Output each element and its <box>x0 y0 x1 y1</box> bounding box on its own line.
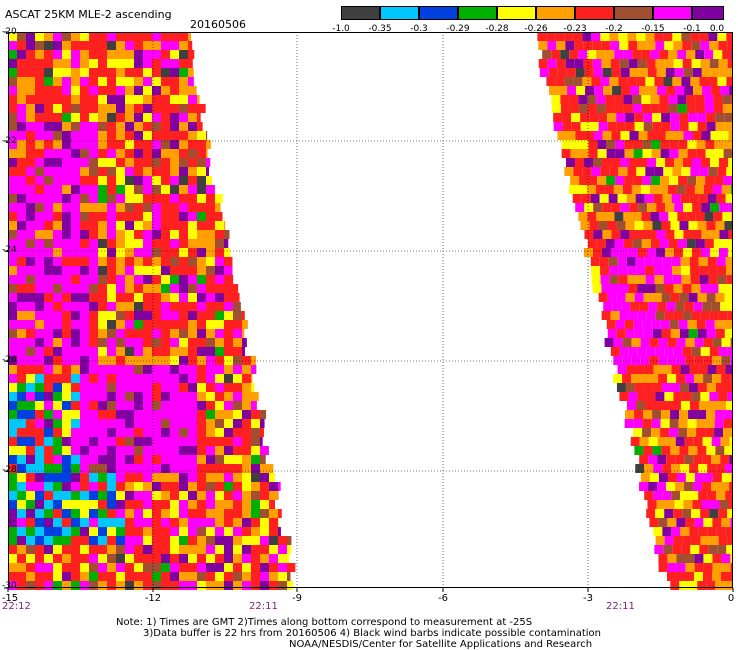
colorbar-label: -0.3 <box>410 24 428 34</box>
colorbar-swatch <box>341 6 380 20</box>
footnote-line: 3)Data buffer is 22 hrs from 20160506 4)… <box>143 628 601 639</box>
colorbar-label: -0.15 <box>641 24 665 34</box>
colorbar-label: -1.0 <box>332 24 350 34</box>
x-tick-label: -3 <box>583 593 593 604</box>
colorbar-label: -0.35 <box>368 24 392 34</box>
colorbar-label: -0.23 <box>563 24 587 34</box>
map-frame <box>8 32 733 588</box>
map-date: 20160506 <box>190 18 246 31</box>
colorbar-swatch <box>692 6 724 20</box>
colorbar-label: -0.29 <box>446 24 470 34</box>
colorbar-swatch <box>653 6 692 20</box>
colorbar-swatch <box>575 6 614 20</box>
colorbar-swatch <box>458 6 497 20</box>
x-tick-label: -12 <box>144 593 162 604</box>
colorbar-swatch <box>497 6 536 20</box>
colorbar-swatch <box>419 6 458 20</box>
footnote-line: Note: 1) Times are GMT 2)Times along bot… <box>116 617 533 628</box>
colorbar-label: -0.2 <box>605 24 623 34</box>
footnote-line: NOAA/NESDIS/Center for Satellite Applica… <box>289 639 593 650</box>
colorbar-swatch <box>536 6 575 20</box>
x-tick-label: -15 <box>1 593 19 604</box>
data-cells <box>8 32 733 590</box>
y-tick-label: -24 <box>2 245 17 255</box>
colorbar-swatch <box>380 6 419 20</box>
x-tick-label: -9 <box>292 593 302 604</box>
colorbar-label: -0.1 <box>683 24 701 34</box>
time-label: 22:11 <box>249 601 278 612</box>
colorbar-label: -0.26 <box>524 24 548 34</box>
colorbar-label: 0.0 <box>709 24 725 34</box>
colorbar-label: -0.28 <box>485 24 509 34</box>
y-tick-label: -22 <box>2 136 17 146</box>
y-tick-label: -28 <box>2 465 17 475</box>
x-tick-label: 0 <box>727 593 735 604</box>
y-tick-label: -30 <box>2 581 17 591</box>
time-label: 22:11 <box>606 601 635 612</box>
x-tick-label: -6 <box>438 593 448 604</box>
y-tick-label: -20 <box>2 27 17 37</box>
y-tick-label: -26 <box>2 355 17 365</box>
map-title: ASCAT 25KM MLE-2 ascending <box>5 8 172 21</box>
time-label: 22:12 <box>2 601 31 612</box>
colorbar-swatch <box>614 6 653 20</box>
